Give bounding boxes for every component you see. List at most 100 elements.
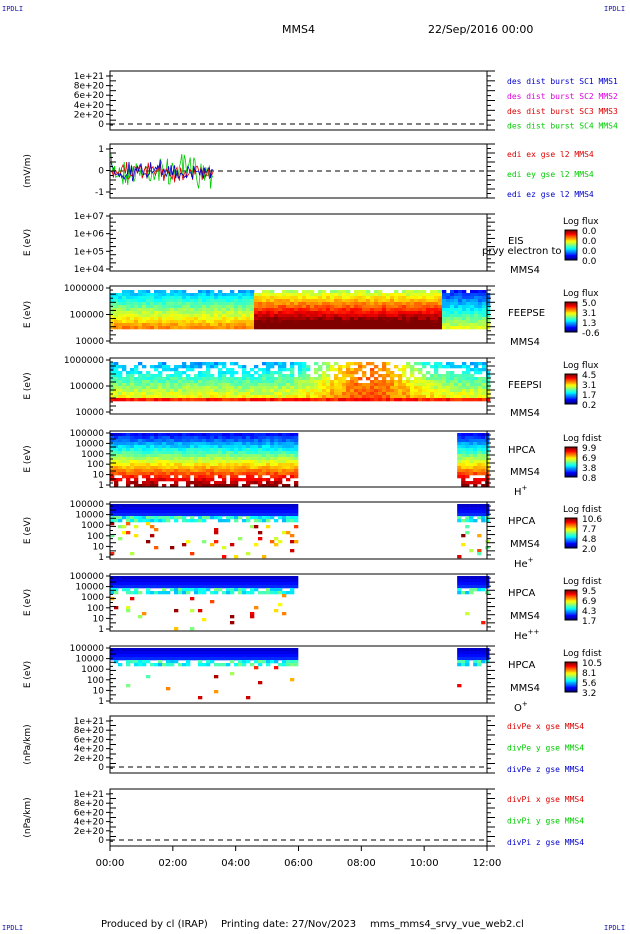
heatmap-cell bbox=[446, 326, 451, 330]
heatmap-cell bbox=[274, 579, 279, 583]
heatmap-cell bbox=[242, 582, 247, 586]
heatmap-cell bbox=[334, 317, 339, 321]
heatmap-cell bbox=[461, 436, 466, 440]
heatmap-cell bbox=[469, 510, 474, 514]
heatmap-cell bbox=[222, 389, 227, 393]
heatmap-cell bbox=[226, 582, 231, 586]
heatmap-cell bbox=[410, 299, 415, 303]
heatmap-cell bbox=[182, 454, 187, 458]
heatmap-cell bbox=[254, 466, 259, 470]
heatmap-cell bbox=[250, 383, 255, 387]
heatmap-cell bbox=[130, 299, 135, 303]
heatmap-cell bbox=[362, 314, 367, 318]
heatmap-cell bbox=[222, 383, 227, 387]
heatmap-cell bbox=[486, 311, 491, 315]
heatmap-cell bbox=[150, 308, 155, 312]
heatmap-cell bbox=[190, 510, 195, 514]
heatmap-cell bbox=[202, 618, 207, 622]
colorbar-tick-label: 5.6 bbox=[582, 679, 597, 689]
heatmap-cell bbox=[454, 380, 459, 384]
heatmap-cell bbox=[374, 398, 379, 402]
heatmap-cell bbox=[134, 657, 139, 661]
heatmap-cell bbox=[226, 516, 231, 520]
heatmap-cell bbox=[178, 374, 183, 378]
heatmap-cell bbox=[146, 585, 151, 589]
heatmap-cell bbox=[386, 305, 391, 309]
heatmap-cell bbox=[178, 504, 183, 508]
heatmap-cell bbox=[402, 374, 407, 378]
heatmap-cell bbox=[154, 323, 159, 327]
y-axis-label: E (eV) bbox=[23, 445, 33, 472]
heatmap-cell bbox=[374, 323, 379, 327]
heatmap-cell bbox=[246, 439, 251, 443]
heatmap-cell bbox=[477, 445, 482, 449]
heatmap-cell bbox=[150, 484, 155, 488]
heatmap-cell bbox=[270, 448, 275, 452]
heatmap-cell bbox=[126, 448, 131, 452]
heatmap-cell bbox=[406, 293, 411, 297]
heatmap-cell bbox=[258, 454, 263, 458]
heatmap-cell bbox=[314, 389, 319, 393]
heatmap-cell bbox=[486, 383, 491, 387]
heatmap-cell bbox=[282, 579, 287, 583]
heatmap-cell bbox=[278, 657, 283, 661]
heatmap-cell bbox=[469, 582, 474, 586]
heatmap-cell bbox=[322, 320, 327, 324]
y-tick-label: 1e+21 bbox=[74, 717, 104, 727]
heatmap-cell bbox=[469, 519, 474, 523]
heatmap-cell bbox=[170, 377, 175, 381]
heatmap-cell bbox=[481, 484, 486, 488]
heatmap-cell bbox=[118, 472, 123, 476]
heatmap-cell bbox=[478, 368, 483, 372]
heatmap-cell bbox=[477, 442, 482, 446]
heatmap-cell bbox=[314, 380, 319, 384]
heatmap-cell bbox=[334, 326, 339, 330]
heatmap-cell bbox=[222, 362, 227, 366]
heatmap-cell bbox=[274, 472, 279, 476]
heatmap-cell bbox=[214, 657, 219, 661]
heatmap-cell bbox=[130, 579, 135, 583]
heatmap-cell bbox=[146, 296, 151, 300]
heatmap-cell bbox=[162, 510, 167, 514]
colorbar-cell bbox=[565, 688, 577, 690]
heatmap-cell bbox=[458, 305, 463, 309]
heatmap-cell bbox=[254, 365, 259, 369]
heatmap-cell bbox=[270, 302, 275, 306]
heatmap-cell bbox=[278, 651, 283, 655]
heatmap-cell bbox=[262, 314, 267, 318]
legend-entry: des dist burst SC1 MMS1 bbox=[507, 77, 618, 86]
heatmap-cell bbox=[206, 460, 211, 464]
heatmap-cell bbox=[382, 299, 387, 303]
heatmap-cell bbox=[422, 377, 427, 381]
heatmap-cell bbox=[110, 651, 115, 655]
heatmap-cell bbox=[130, 591, 135, 595]
heatmap-cell bbox=[318, 374, 323, 378]
heatmap-cell bbox=[410, 368, 415, 372]
heatmap-cell bbox=[114, 323, 119, 327]
y-tick-label: 100000 bbox=[70, 644, 105, 654]
heatmap-cell bbox=[358, 365, 363, 369]
heatmap-cell bbox=[206, 445, 211, 449]
heatmap-cell bbox=[126, 606, 131, 610]
heatmap-cell bbox=[118, 395, 123, 399]
heatmap-cell bbox=[126, 463, 131, 467]
heatmap-cell bbox=[174, 305, 179, 309]
heatmap-cell bbox=[138, 386, 143, 390]
heatmap-cell bbox=[258, 537, 263, 541]
heatmap-cell bbox=[322, 377, 327, 381]
heatmap-cell bbox=[330, 296, 335, 300]
heatmap-cell bbox=[278, 371, 283, 375]
heatmap-cell bbox=[226, 463, 231, 467]
heatmap-cell bbox=[422, 293, 427, 297]
heatmap-cell bbox=[474, 389, 479, 393]
heatmap-cell bbox=[410, 296, 415, 300]
heatmap-cell bbox=[266, 320, 271, 324]
colorbar-tick-label: 1.3 bbox=[582, 319, 596, 329]
heatmap-cell bbox=[446, 395, 451, 399]
heatmap-cell bbox=[138, 389, 143, 393]
heatmap-cell bbox=[230, 296, 235, 300]
heatmap-cell bbox=[254, 377, 259, 381]
heatmap-cell bbox=[470, 308, 475, 312]
heatmap-cell bbox=[122, 475, 127, 479]
heatmap-cell bbox=[142, 299, 147, 303]
